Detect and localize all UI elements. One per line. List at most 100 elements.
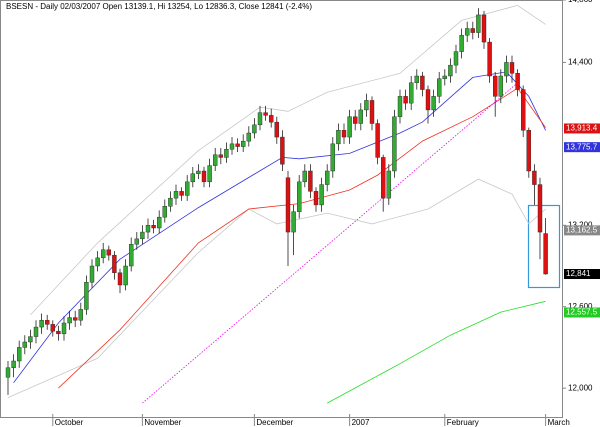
candle-body (459, 35, 464, 52)
candle-body (526, 130, 531, 172)
candle-body (509, 62, 515, 74)
candle-body (425, 89, 431, 111)
y-tick-label: 12,600 (568, 302, 593, 311)
x-tick-label: December (256, 418, 293, 427)
candle-body (252, 124, 257, 134)
indicator-line (142, 82, 518, 404)
candle-body (386, 170, 391, 199)
price-marker-label: 13,775.7 (566, 142, 598, 151)
candle-body (364, 100, 369, 111)
indicator-line (30, 4, 546, 316)
candle-body (106, 249, 112, 256)
candle-body (5, 367, 11, 378)
candle-body (414, 75, 419, 83)
candle-body (325, 170, 330, 185)
price-marker-label: 13,162.5 (566, 225, 598, 234)
highlight-box (527, 204, 561, 289)
candle-body (431, 96, 436, 111)
candle-body (67, 317, 72, 324)
price-marker (564, 225, 600, 236)
candle-body (39, 320, 44, 328)
candle-body (269, 115, 274, 123)
candle-body (453, 51, 459, 66)
candle-body (347, 116, 352, 138)
y-tick-label: 13,200 (568, 220, 593, 229)
candle-body (112, 254, 117, 273)
price-marker (564, 123, 600, 134)
candle-body (33, 326, 39, 337)
x-tick-label: October (55, 418, 84, 427)
candle-body (465, 28, 470, 36)
indicator-line (58, 87, 546, 389)
candle-body (173, 191, 179, 199)
candle-body (397, 96, 403, 117)
candle-body (448, 64, 453, 77)
candle-body (140, 231, 145, 240)
y-tick-label: 12,000 (568, 383, 593, 392)
candle-body (134, 238, 140, 245)
candle-body (420, 75, 425, 90)
candle-body (543, 233, 548, 275)
candle-body (403, 96, 408, 104)
candle-body (291, 211, 296, 233)
candle-body (56, 330, 61, 335)
candle-body (353, 116, 358, 124)
plot-frame (0, 0, 563, 418)
candle-body (369, 100, 375, 124)
x-tick-label: 2007 (352, 418, 370, 427)
price-marker (564, 142, 600, 153)
candle-body (302, 170, 307, 183)
candle-body (84, 282, 89, 310)
candle-body (375, 123, 380, 158)
candle-body (201, 170, 207, 183)
candle-body (297, 181, 302, 212)
candle-body (358, 109, 363, 124)
candle-body (470, 28, 475, 33)
candle-body (381, 157, 386, 199)
candle-body (521, 89, 526, 131)
price-marker-label: 13,913.4 (566, 124, 598, 133)
candle-body (263, 112, 268, 116)
candle-body (224, 149, 229, 158)
candle-body (504, 62, 509, 77)
candle-body (498, 75, 503, 97)
candle-body (437, 78, 442, 97)
indicator-line (327, 300, 546, 404)
candle-body (17, 347, 22, 362)
candle-body (28, 336, 33, 343)
chart-title: BSESN - Daily 02/03/2007 Open 13139.1, H… (6, 2, 312, 11)
candle-body (308, 170, 313, 192)
candle-body (313, 191, 319, 206)
candle-body (45, 320, 50, 325)
candle-body (246, 132, 252, 142)
candle-body (95, 257, 100, 267)
candle-body (392, 116, 397, 172)
candle-body (218, 154, 224, 158)
candle-body (145, 225, 151, 233)
candle-body (22, 341, 27, 348)
candle-body (257, 112, 263, 126)
candle-body (190, 173, 196, 183)
candle-body (168, 197, 173, 207)
candle-body (336, 130, 341, 145)
candle-body (409, 82, 414, 104)
candle-body (481, 14, 487, 43)
candle-body (61, 322, 67, 335)
candle-body (123, 265, 128, 286)
y-tick-label: 14,400 (568, 58, 593, 67)
x-tick-label: March (548, 418, 570, 427)
candle-body (117, 272, 123, 286)
candle-body (515, 73, 520, 90)
candle-body (274, 121, 279, 138)
candle-body (100, 249, 106, 259)
candle-body (476, 14, 481, 33)
price-marker-label: 12,557.5 (566, 308, 598, 317)
indicator-line (7, 178, 546, 398)
candle-body (78, 309, 84, 321)
candle-body (11, 360, 16, 368)
candle-body (493, 75, 498, 97)
x-tick-label: November (144, 418, 181, 427)
candle-body (235, 143, 240, 147)
candle-body (212, 154, 218, 166)
